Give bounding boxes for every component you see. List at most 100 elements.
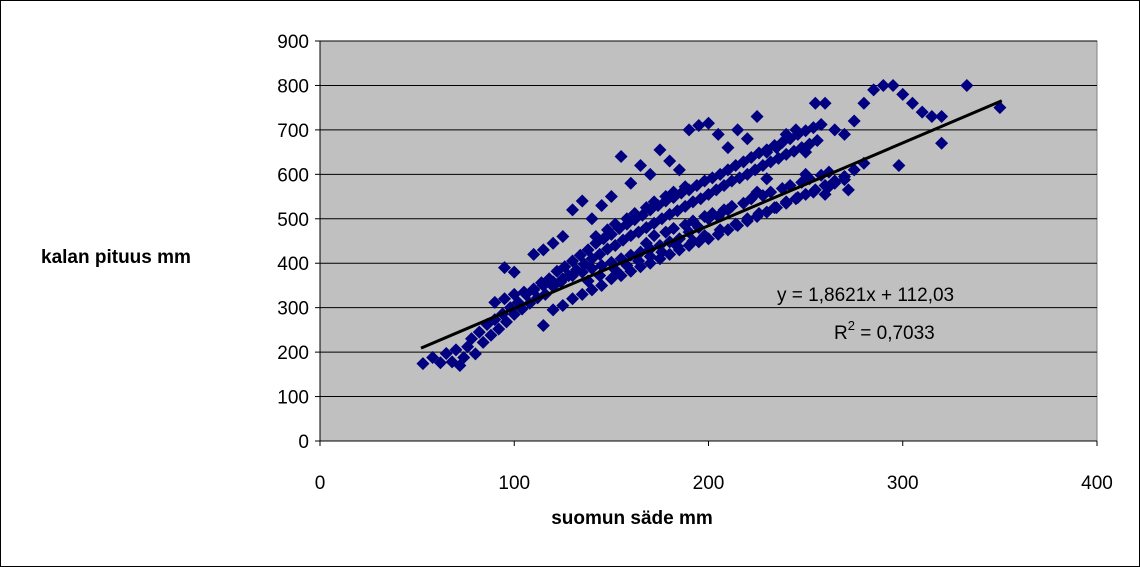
- x-tick-label: 200: [693, 473, 725, 494]
- y-tick-label: 800: [277, 76, 309, 97]
- data-point: [752, 206, 766, 220]
- data-point: [492, 322, 506, 336]
- data-point: [647, 229, 661, 243]
- data-point: [725, 199, 739, 213]
- data-point: [740, 212, 754, 226]
- y-tick-label: 700: [277, 121, 309, 142]
- y-axis-title: kalan pituus mm: [41, 247, 191, 268]
- data-point: [499, 315, 513, 329]
- data-point: [643, 167, 657, 181]
- data-point: [670, 239, 684, 253]
- data-point: [439, 346, 453, 360]
- r2-prefix: R: [834, 323, 848, 344]
- data-point: [779, 127, 793, 141]
- trendline: [420, 99, 1003, 350]
- data-points: [416, 78, 1007, 372]
- data-point: [575, 287, 589, 301]
- data-point: [585, 212, 599, 226]
- data-point: [799, 145, 813, 159]
- data-point: [876, 78, 890, 92]
- data-point: [789, 123, 803, 137]
- data-point: [536, 243, 550, 257]
- data-point: [663, 154, 677, 168]
- data-point: [575, 265, 589, 279]
- data-point: [465, 332, 479, 346]
- data-point: [760, 172, 774, 186]
- data-point: [886, 78, 900, 92]
- data-point: [608, 238, 622, 252]
- trendline-equation: y = 1,8621x + 112,03: [777, 285, 954, 306]
- data-point: [692, 118, 706, 132]
- data-point: [764, 185, 778, 199]
- data-point: [905, 96, 919, 110]
- data-point: [698, 229, 712, 243]
- data-point: [760, 145, 774, 159]
- data-point: [814, 118, 828, 132]
- y-tick-label: 600: [277, 165, 309, 186]
- y-tick-label: 0: [298, 432, 309, 453]
- data-point: [808, 96, 822, 110]
- y-tick-label: 400: [277, 254, 309, 275]
- data-point: [556, 230, 570, 244]
- data-point: [667, 222, 681, 236]
- y-tick-label: 100: [277, 388, 309, 409]
- data-point: [449, 343, 463, 357]
- data-point: [484, 328, 498, 342]
- data-point: [498, 292, 512, 306]
- data-point: [822, 180, 836, 194]
- data-point: [925, 110, 939, 124]
- data-point: [721, 141, 735, 155]
- data-point: [566, 292, 580, 306]
- data-point: [678, 180, 692, 194]
- data-point: [847, 163, 861, 177]
- data-point: [433, 356, 447, 370]
- data-point: [667, 185, 681, 199]
- data-point: [517, 285, 531, 299]
- data-point: [639, 236, 653, 250]
- x-tick-label: 400: [1081, 473, 1113, 494]
- data-point: [608, 217, 622, 231]
- data-point: [634, 158, 648, 172]
- data-point: [711, 127, 725, 141]
- data-point: [476, 335, 490, 349]
- data-point: [935, 110, 949, 124]
- data-point: [810, 134, 824, 148]
- data-point: [546, 275, 560, 289]
- data-point: [915, 105, 929, 119]
- data-point: [546, 236, 560, 250]
- data-point: [589, 230, 603, 244]
- data-point: [498, 261, 512, 275]
- data-point: [624, 176, 638, 190]
- x-tick-label: 100: [498, 473, 530, 494]
- y-tick-label: 300: [277, 299, 309, 320]
- data-point: [837, 173, 851, 187]
- data-point: [740, 132, 754, 146]
- x-tick-label: 0: [315, 473, 326, 494]
- data-point: [527, 282, 541, 296]
- data-point: [585, 262, 599, 276]
- data-point: [426, 350, 440, 364]
- data-point: [488, 295, 502, 309]
- data-point: [721, 223, 735, 237]
- data-point: [639, 201, 653, 215]
- data-point: [620, 212, 634, 226]
- data-point: [806, 185, 820, 199]
- data-point: [556, 272, 570, 286]
- data-point: [600, 223, 614, 237]
- data-point: [828, 123, 842, 137]
- data-point: [647, 195, 661, 209]
- x-axis-ticks: 0 100 200 300 400: [315, 441, 1113, 494]
- data-point: [702, 116, 715, 130]
- y-axis-ticks: 0 100 200 300 400 500 600 700 800 900: [277, 32, 320, 453]
- data-point: [935, 136, 949, 150]
- data-point: [566, 269, 580, 283]
- data-point: [593, 247, 607, 261]
- data-point: [536, 318, 550, 332]
- r2-value: = 0,7033: [855, 323, 935, 344]
- data-point: [416, 357, 430, 371]
- data-point: [653, 143, 667, 157]
- data-point: [536, 278, 550, 292]
- data-point: [847, 114, 861, 128]
